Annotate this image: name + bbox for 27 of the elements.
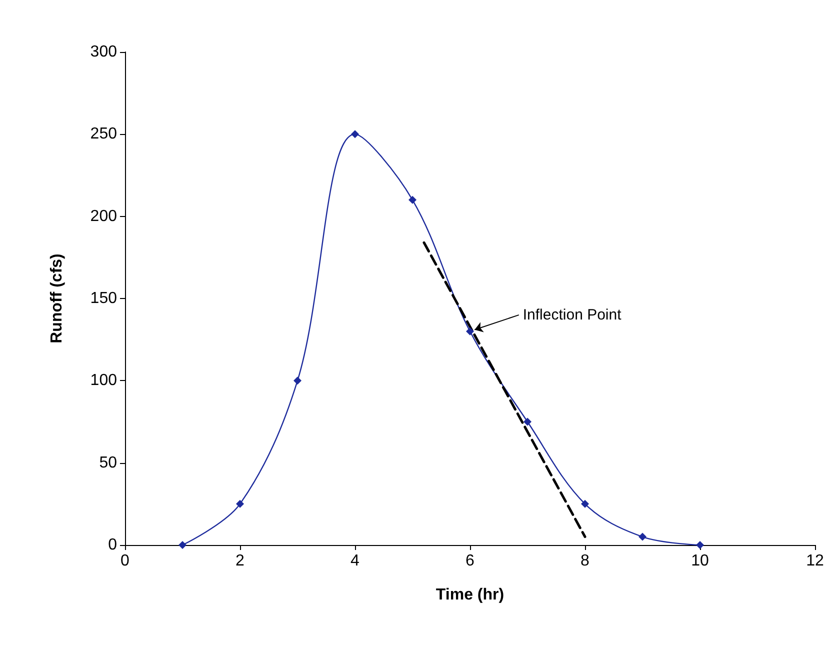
y-tick-label: 150 — [90, 290, 118, 307]
point — [696, 541, 704, 549]
y-tick-label: 200 — [90, 208, 118, 225]
point — [524, 418, 532, 426]
annotation: Inflection Point — [522, 306, 622, 324]
x-tick-label: 4 — [350, 552, 360, 570]
y-axis-title: Runoff (cfs) — [48, 254, 66, 344]
x-axis-title: Time (hr) — [436, 586, 504, 604]
x-tick-label: 8 — [580, 552, 590, 570]
y-tick-label: 300 — [90, 44, 118, 60]
y-tick-label: 100 — [90, 372, 118, 390]
point — [638, 532, 646, 541]
point — [351, 130, 359, 138]
x-tick-label: 2 — [236, 552, 245, 570]
x-tick-label: 12 — [806, 552, 824, 570]
point — [178, 541, 186, 549]
point — [408, 196, 416, 204]
y-tick-label: 50 — [99, 454, 118, 472]
point — [581, 500, 589, 508]
x-tick-label: 6 — [466, 552, 475, 570]
point — [294, 376, 302, 385]
y-tick-label: 250 — [90, 126, 118, 143]
y-tick-label: 0 — [108, 536, 118, 554]
x-tick-label: 0 — [120, 552, 130, 570]
x-tick-label: 10 — [691, 552, 709, 570]
point — [236, 500, 244, 508]
point — [466, 327, 474, 336]
